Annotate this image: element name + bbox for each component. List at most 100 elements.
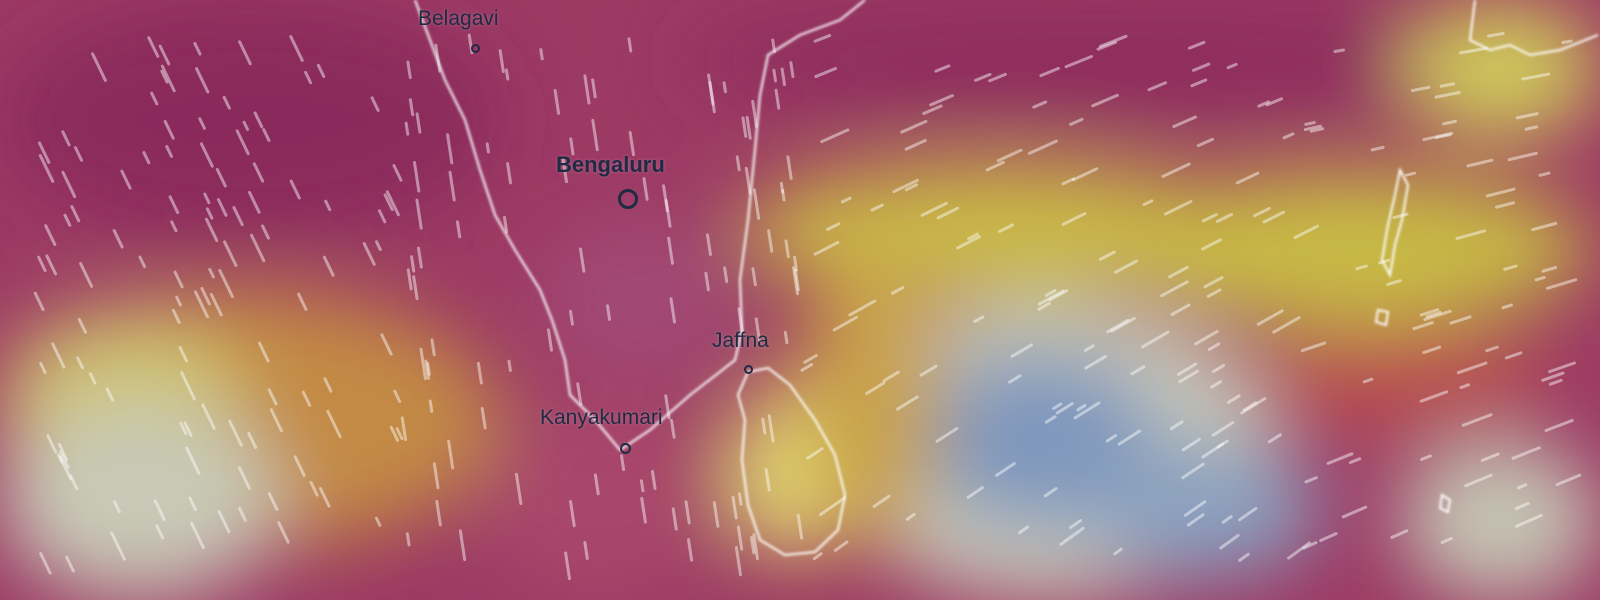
wind-streak xyxy=(819,496,847,517)
wind-streak xyxy=(779,181,785,194)
wind-streak xyxy=(205,207,214,220)
wind-streak xyxy=(406,60,412,80)
wind-streak xyxy=(553,89,561,115)
wind-streak xyxy=(934,64,951,73)
wind-streak xyxy=(1170,303,1191,316)
wind-streak xyxy=(792,266,799,296)
wind-streak xyxy=(1207,342,1221,351)
wind-streak xyxy=(1187,40,1206,50)
wind-streak xyxy=(1142,199,1154,207)
wind-streak xyxy=(432,462,440,490)
wind-streak xyxy=(1459,46,1488,55)
wind-streak xyxy=(813,240,840,256)
wind-streak xyxy=(1282,132,1295,140)
wind-streak xyxy=(1480,452,1500,462)
wind-streak xyxy=(671,507,678,531)
wind-streak xyxy=(389,425,400,442)
wind-streak xyxy=(309,480,319,497)
wind-streak xyxy=(998,223,1015,233)
wind-streak xyxy=(1161,162,1191,178)
wind-streak xyxy=(670,418,676,439)
city-marker-kanyakumari[interactable] xyxy=(620,443,631,454)
wind-streak xyxy=(38,154,55,183)
wind-streak xyxy=(1130,365,1146,376)
wind-streak xyxy=(377,209,387,224)
wind-streak xyxy=(113,500,121,514)
wind-streak xyxy=(455,220,462,239)
wind-streak xyxy=(252,162,265,183)
wind-streak xyxy=(569,500,576,528)
wind-streak xyxy=(1113,259,1139,274)
city-marker-bengaluru[interactable] xyxy=(618,189,638,209)
wind-streak xyxy=(800,363,814,372)
wind-streak xyxy=(1386,279,1402,286)
wind-streak xyxy=(966,486,984,499)
island-coastline xyxy=(1374,308,1390,327)
wind-streak xyxy=(415,198,423,230)
wind-streak xyxy=(1190,78,1208,88)
wind-streak xyxy=(395,427,404,441)
wind-streak xyxy=(1511,446,1541,460)
wind-streak xyxy=(277,521,290,544)
city-label-jaffna[interactable]: Jaffna xyxy=(712,329,769,352)
wind-streak xyxy=(956,235,982,250)
wind-streak xyxy=(904,139,927,151)
wind-streak xyxy=(406,268,413,291)
wind-streak xyxy=(56,453,64,464)
city-marker-belagavi[interactable] xyxy=(471,44,480,53)
wind-streak xyxy=(707,73,715,106)
city-marker-jaffna[interactable] xyxy=(744,365,753,374)
wind-streak xyxy=(1521,72,1551,81)
wind-streak xyxy=(199,142,214,168)
wind-streak xyxy=(1309,127,1325,133)
city-label-bengaluru[interactable]: Bengaluru xyxy=(556,152,665,177)
wind-streak xyxy=(73,146,84,162)
wind-streak xyxy=(1440,536,1453,545)
wind-streak xyxy=(410,255,416,273)
wind-streak xyxy=(1262,210,1286,224)
wind-streak xyxy=(745,115,752,140)
wind-streak xyxy=(735,155,741,172)
wind-streak xyxy=(892,178,919,194)
wind-streak xyxy=(900,119,928,134)
wind-streak xyxy=(754,317,762,343)
wind-streak xyxy=(1178,369,1199,384)
india-coastline xyxy=(414,0,866,452)
wind-streak xyxy=(405,532,411,547)
wind-streak xyxy=(59,450,70,469)
wind-streak xyxy=(326,409,342,439)
wind-streak xyxy=(1466,158,1494,168)
wind-streak xyxy=(250,233,266,263)
wind-streak xyxy=(1160,280,1189,298)
wind-streak xyxy=(404,121,410,136)
wind-streak xyxy=(203,192,211,205)
wind-streak xyxy=(37,255,47,273)
wind-streak xyxy=(1257,100,1271,108)
wind-streak xyxy=(262,127,271,142)
city-label-belagavi[interactable]: Belagavi xyxy=(418,7,499,30)
wind-streak xyxy=(1561,39,1573,45)
wind-streak xyxy=(568,309,574,326)
wind-streak xyxy=(1091,93,1119,108)
wind-streak xyxy=(1096,40,1117,51)
wind-streak xyxy=(1039,66,1060,78)
wind-streak xyxy=(1390,529,1409,539)
wind-streak xyxy=(774,88,781,110)
wind-streak xyxy=(193,41,202,56)
city-label-kanyakumari[interactable]: Kanyakumari xyxy=(540,406,663,429)
wind-streak xyxy=(383,193,394,212)
wind-streak xyxy=(1419,308,1440,317)
wind-streak xyxy=(789,61,795,79)
island-coastline xyxy=(1438,493,1452,514)
wind-streak xyxy=(1501,303,1513,310)
wind-streak xyxy=(400,416,408,442)
wind-streak xyxy=(922,104,943,116)
sri-lanka-coastline xyxy=(736,366,847,557)
wind-streak xyxy=(734,546,742,577)
wind-streak xyxy=(37,141,51,164)
wind-streak xyxy=(150,91,159,106)
wind-streak xyxy=(1201,442,1224,459)
wind-particles xyxy=(33,31,1582,581)
